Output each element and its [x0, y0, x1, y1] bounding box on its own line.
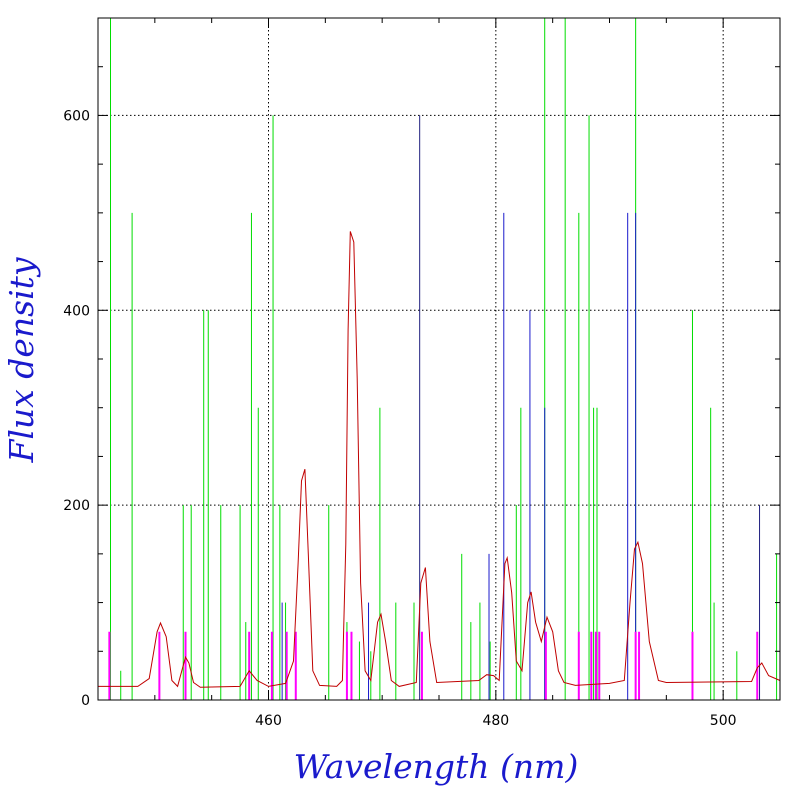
tick-labels: 460 480 500 0 200 400 600: [63, 108, 736, 729]
x-tick-label: 460: [255, 713, 282, 729]
y-tick-label: 200: [63, 498, 90, 514]
y-axis-title: Flux density: [2, 257, 41, 463]
y-tick-label: 400: [63, 303, 90, 319]
grid: [98, 18, 780, 700]
x-axis-title: Wavelength (nm): [294, 747, 579, 786]
y-tick-label: 0: [81, 693, 90, 709]
y-tick-label: 600: [63, 108, 90, 124]
x-tick-label: 480: [482, 713, 509, 729]
axis-ticks: [97, 17, 781, 701]
spectrum-curve: [98, 231, 781, 688]
x-tick-label: 500: [710, 713, 737, 729]
emission-lines: [108, 18, 778, 700]
